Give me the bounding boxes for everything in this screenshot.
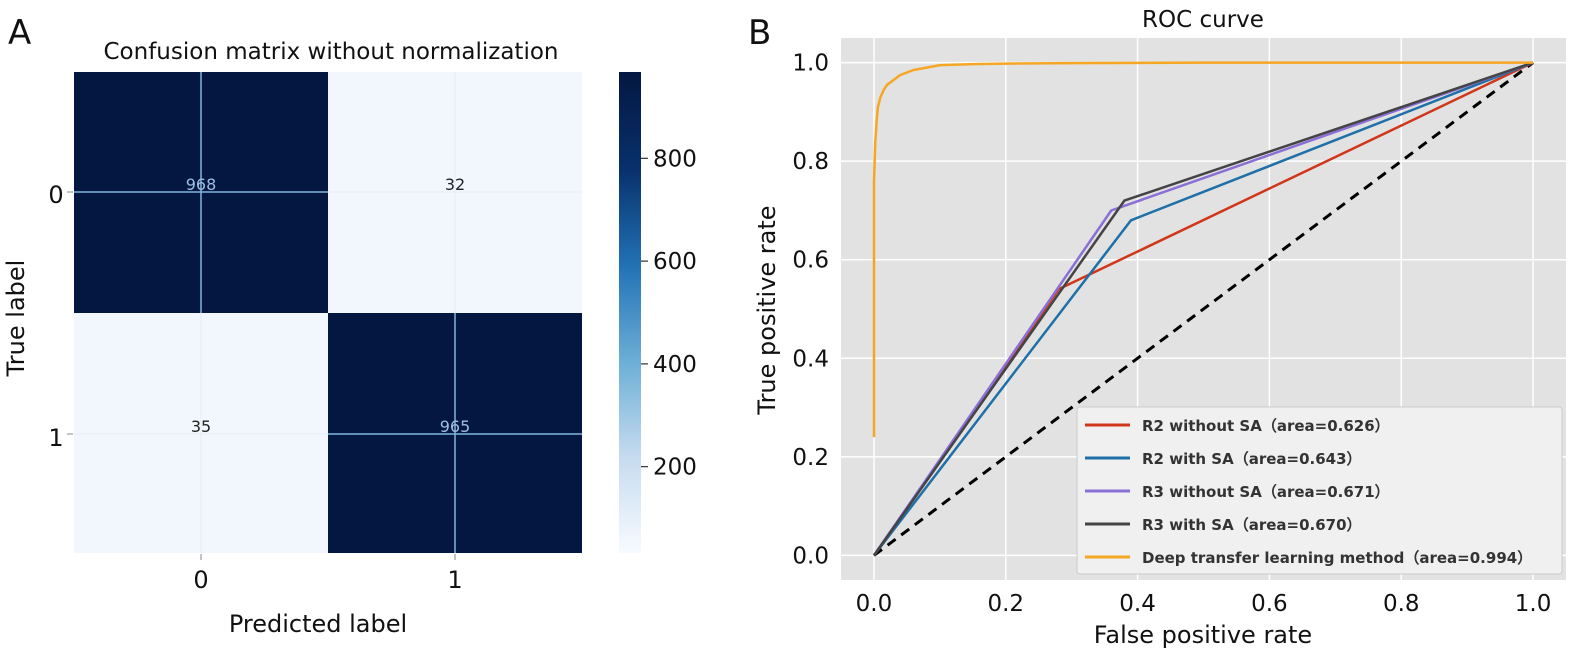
matrix-ylabel: True label [2,260,30,378]
roc-xtick-5: 1.0 [1515,591,1552,617]
roc-ytick-0: 0.0 [792,543,829,569]
colorbar-tick-label-1: 400 [653,352,697,378]
legend-label-2: R3 without SA（area=0.671） [1142,483,1390,501]
roc-series-line-2 [872,61,1534,557]
roc-chance-line [873,61,1534,557]
confusion-matrix: 968 32 35 965 [74,72,582,553]
roc-ytick-4: 0.8 [792,149,829,175]
matrix-ytick-1: 1 [48,424,63,452]
matrix-ytick-0: 0 [48,181,63,209]
cell-value-1-0: 35 [191,417,211,436]
roc-title: ROC curve [1142,7,1264,33]
panel-b-letter: B [748,13,771,53]
cell-value-1-1: 965 [440,417,471,436]
legend-label-4: Deep transfer learning method（area=0.994… [1142,549,1532,567]
roc-ytick-1: 0.2 [792,445,829,471]
roc-lines [872,61,1534,557]
roc-ytick-2: 0.4 [792,346,829,372]
colorbar-tick-label-0: 200 [653,455,697,481]
roc-series-line-3 [872,61,1534,557]
legend-label-3: R3 with SA（area=0.670） [1142,516,1362,534]
roc-xtick-1: 0.2 [987,591,1024,617]
colorbar-tick-label-2: 600 [653,249,697,275]
roc-xtick-2: 0.4 [1119,591,1156,617]
roc-ylabel: True positive rate [753,205,781,415]
roc-xtick-0: 0.0 [856,591,893,617]
confusion-matrix-title: Confusion matrix without normalization [104,39,559,65]
roc-ytick-5: 1.0 [792,51,829,77]
roc-ytick-3: 0.6 [792,248,829,274]
roc-series-line-4 [872,61,1533,438]
matrix-xlabel: Predicted label [229,610,407,638]
roc-xtick-3: 0.6 [1251,591,1288,617]
matrix-xtick-0: 0 [193,566,208,594]
roc-xlabel: False positive rate [1094,621,1312,649]
roc-legend: R2 without SA（area=0.626） R2 with SA（area… [1076,406,1563,575]
colorbar [619,72,641,553]
roc-series-line-1 [873,61,1534,557]
roc-ticks: 0.0 0.2 0.4 0.6 0.8 1.0 0.0 0.2 0.4 0.6 0.8 1.0 [792,51,1551,617]
matrix-xtick-1: 1 [447,566,462,594]
colorbar-ticks: 200 400 600 800 [641,146,697,481]
panel-a-letter: A [8,13,31,53]
legend-label-0: R2 without SA（area=0.626） [1142,417,1390,435]
cell-value-0-0: 968 [186,175,217,194]
cell-value-0-1: 32 [445,175,465,194]
legend-label-1: R2 with SA（area=0.643） [1142,450,1362,468]
legend-box [1076,406,1563,575]
roc-xtick-4: 0.8 [1383,591,1420,617]
colorbar-tick-label-3: 800 [653,146,697,172]
